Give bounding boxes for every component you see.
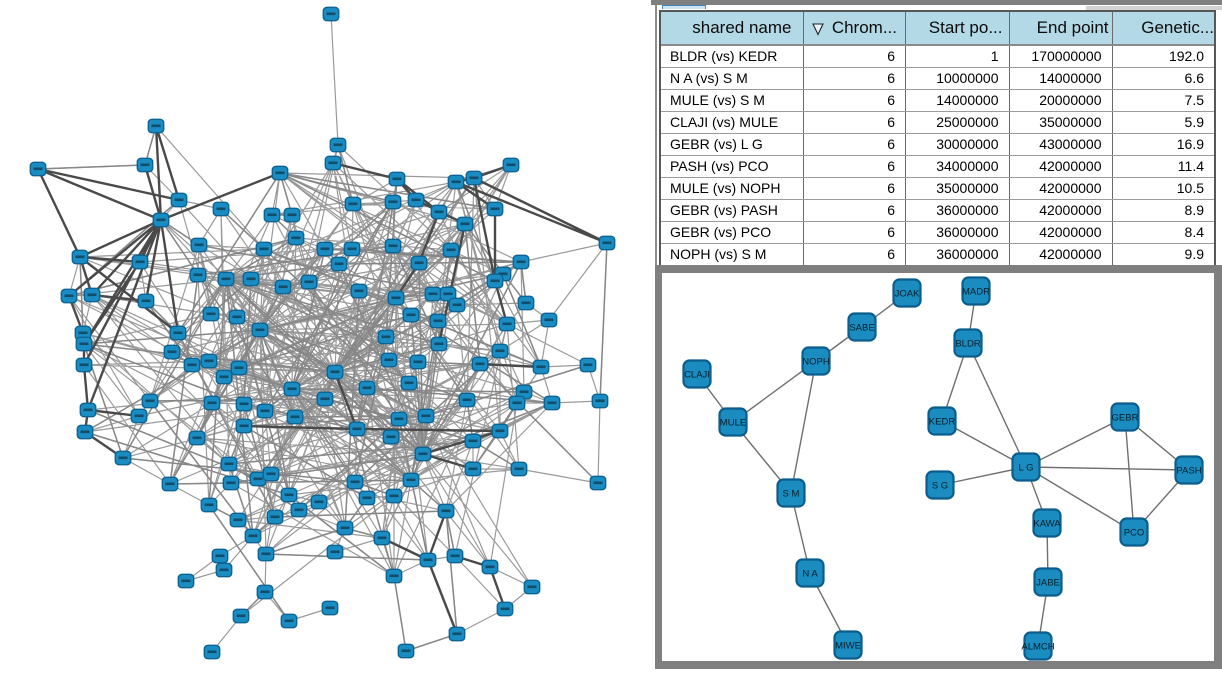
- svg-text:JABE: JABE: [1036, 578, 1060, 589]
- svg-text:ALMCH: ALMCH: [1021, 642, 1054, 653]
- svg-text:S G: S G: [932, 481, 948, 492]
- svg-text:N A: N A: [802, 569, 818, 580]
- svg-text:MADR: MADR: [962, 287, 990, 298]
- svg-text:SABE: SABE: [849, 323, 874, 334]
- svg-text:MULE: MULE: [720, 418, 746, 429]
- svg-text:L G: L G: [1019, 463, 1034, 474]
- svg-text:KEDR: KEDR: [929, 417, 956, 428]
- svg-text:JOAK: JOAK: [895, 289, 920, 300]
- svg-text:PASH: PASH: [1176, 466, 1201, 477]
- svg-text:MIWE: MIWE: [835, 641, 861, 652]
- svg-text:S M: S M: [783, 489, 800, 500]
- svg-text:KAWA: KAWA: [1033, 519, 1061, 530]
- svg-text:NOPH: NOPH: [802, 357, 830, 368]
- svg-text:CLAJI: CLAJI: [684, 370, 710, 381]
- svg-text:GEBR: GEBR: [1112, 413, 1139, 424]
- svg-text:BLDR: BLDR: [955, 339, 980, 350]
- svg-text:PCO: PCO: [1124, 528, 1145, 539]
